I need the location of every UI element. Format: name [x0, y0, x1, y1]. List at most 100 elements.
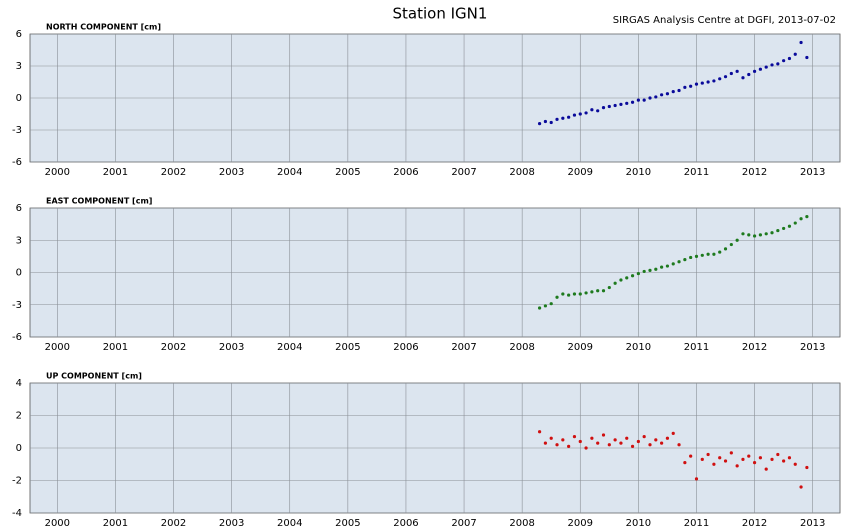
point: [776, 452, 780, 457]
point: [793, 221, 797, 225]
point: [555, 443, 559, 447]
point: [694, 477, 699, 481]
point: [584, 291, 588, 295]
y-tick-label: -6: [12, 157, 22, 168]
x-tick-label: 2011: [684, 518, 709, 529]
point: [683, 461, 687, 465]
x-tick-label: 2006: [393, 342, 418, 353]
point: [723, 459, 728, 463]
point: [625, 276, 629, 280]
point: [671, 431, 675, 435]
point: [758, 233, 762, 237]
x-tick-label: 2009: [568, 167, 593, 178]
point: [770, 231, 774, 235]
x-tick-label: 2001: [103, 342, 128, 353]
x-tick-label: 2001: [103, 518, 128, 529]
point: [677, 260, 681, 264]
point: [654, 267, 658, 271]
point: [805, 465, 809, 470]
point: [537, 306, 542, 310]
x-tick-label: 2002: [161, 342, 186, 353]
point: [642, 269, 646, 274]
point: [677, 88, 681, 93]
point: [793, 52, 797, 56]
point: [694, 82, 699, 86]
point: [613, 438, 617, 442]
point: [543, 304, 548, 308]
point: [764, 467, 768, 471]
point: [782, 226, 786, 231]
point: [601, 289, 606, 293]
point: [770, 63, 774, 67]
point: [671, 90, 675, 94]
x-tick-label: 2002: [161, 167, 186, 178]
point: [613, 103, 617, 108]
x-tick-label: 2013: [800, 342, 825, 353]
point: [735, 464, 739, 468]
point: [700, 457, 704, 461]
point: [683, 85, 687, 89]
point: [642, 435, 646, 439]
point: [648, 443, 652, 447]
x-tick-label: 2012: [742, 518, 767, 529]
point: [741, 232, 745, 236]
point: [752, 234, 757, 238]
point: [601, 433, 606, 437]
credit: SIRGAS Analysis Centre at DGFI, 2013-07-…: [613, 15, 836, 26]
point: [683, 258, 687, 262]
point: [561, 116, 565, 120]
y-tick-label: 0: [16, 443, 22, 454]
point: [787, 224, 792, 228]
point: [567, 293, 571, 297]
point: [735, 238, 739, 242]
figure-title: Station IGN1: [393, 5, 488, 23]
x-tick-label: 2004: [277, 518, 302, 529]
point: [555, 117, 559, 121]
x-tick-label: 2011: [684, 342, 709, 353]
y-tick-label: 3: [16, 235, 22, 246]
point: [752, 69, 757, 73]
x-tick-label: 2003: [219, 518, 244, 529]
point: [607, 104, 611, 109]
point: [572, 292, 577, 296]
point: [607, 443, 611, 447]
point: [787, 456, 792, 460]
x-tick-label: 2003: [219, 167, 244, 178]
x-tick-label: 2005: [335, 167, 360, 178]
point: [677, 443, 681, 447]
point: [625, 436, 629, 440]
point: [590, 436, 594, 440]
y-tick-label: 2: [16, 411, 22, 422]
point: [537, 430, 542, 434]
point: [694, 254, 699, 258]
y-tick-label: 3: [16, 61, 22, 72]
point: [642, 98, 646, 102]
x-tick-label: 2007: [451, 167, 476, 178]
point: [747, 454, 751, 458]
x-tick-label: 2004: [277, 167, 302, 178]
y-tick-label: -3: [12, 300, 22, 311]
x-tick-label: 2010: [626, 518, 651, 529]
point: [712, 252, 716, 256]
point: [567, 115, 571, 119]
point: [700, 81, 704, 85]
x-tick-label: 2010: [626, 342, 651, 353]
point: [718, 77, 722, 81]
point: [718, 456, 722, 460]
point: [735, 69, 739, 73]
x-tick-label: 2002: [161, 518, 186, 529]
x-tick-label: 2006: [393, 518, 418, 529]
x-tick-label: 2007: [451, 518, 476, 529]
point: [584, 446, 588, 450]
point: [671, 262, 675, 266]
panel-title: UP COMPONENT [cm]: [46, 372, 142, 381]
point: [723, 247, 728, 251]
y-tick-label: 6: [16, 203, 22, 214]
point: [689, 454, 693, 458]
point: [706, 452, 710, 457]
point: [799, 40, 803, 45]
point: [619, 441, 623, 445]
point: [625, 101, 629, 105]
point: [782, 459, 786, 463]
point: [630, 274, 635, 278]
